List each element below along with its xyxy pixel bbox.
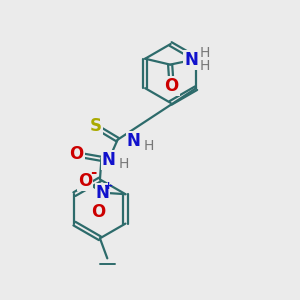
Text: H: H (200, 59, 210, 73)
Text: O: O (69, 146, 83, 164)
Text: N: N (184, 51, 198, 69)
Text: N: N (127, 132, 141, 150)
Text: S: S (89, 117, 101, 135)
Text: +: + (104, 181, 114, 191)
Text: H: H (119, 157, 129, 171)
Text: N: N (95, 184, 110, 202)
Text: O: O (164, 77, 179, 95)
Text: O: O (78, 172, 92, 190)
Text: H: H (200, 46, 210, 60)
Text: -: - (90, 165, 96, 180)
Text: N: N (102, 151, 116, 169)
Text: O: O (91, 203, 105, 221)
Text: H: H (143, 139, 154, 153)
